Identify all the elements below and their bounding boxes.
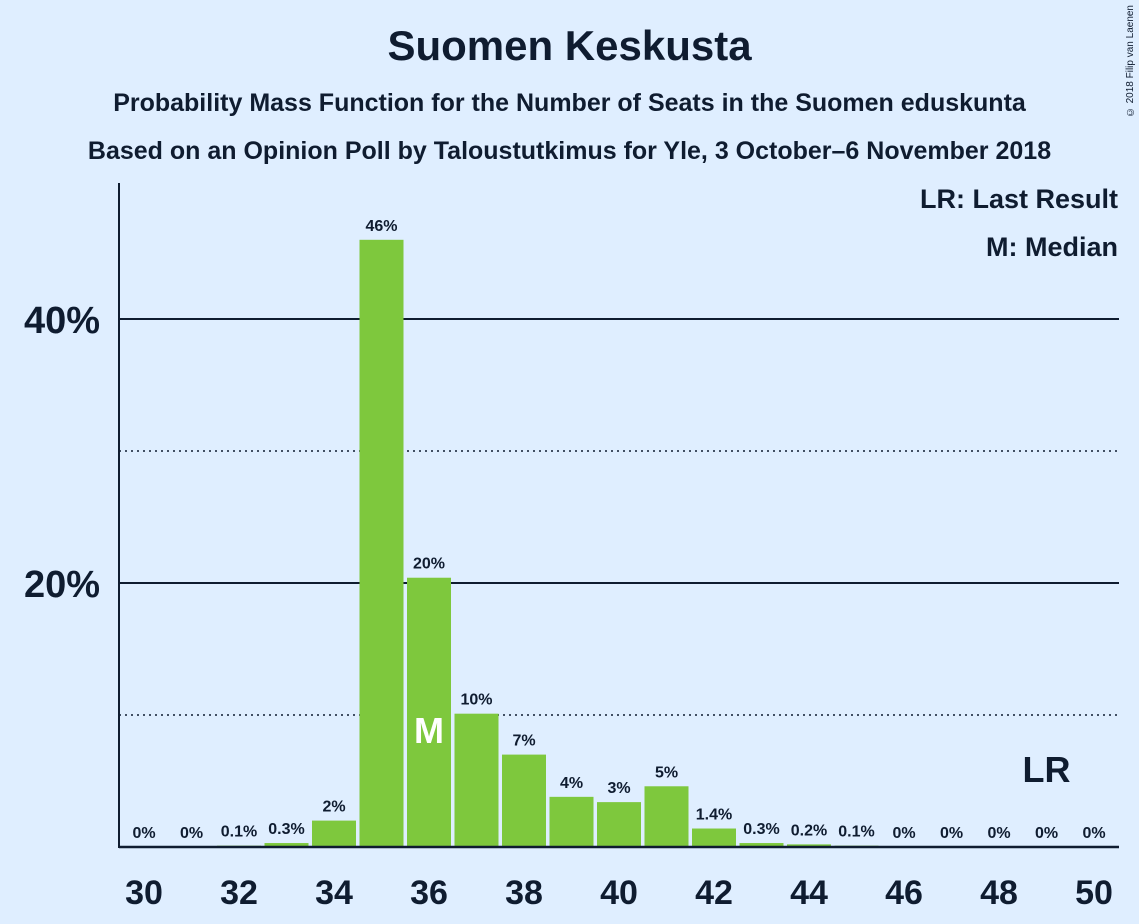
data-label: 46% [365, 218, 397, 235]
bar-seats-41 [644, 786, 689, 847]
data-label: 0% [180, 825, 203, 842]
data-label: 0.3% [743, 821, 779, 838]
bar-seats-35 [359, 239, 404, 848]
y-tick-label: 40% [24, 300, 100, 342]
last-result-marker: LR [1023, 749, 1071, 790]
data-label: 7% [512, 733, 535, 750]
chart-title: Suomen Keskusta [387, 22, 752, 69]
x-tick-label: 48 [980, 874, 1018, 912]
chart-source-note: Based on an Opinion Poll by Taloustutkim… [87, 137, 1052, 165]
bar-seats-36 [407, 577, 451, 847]
x-tick-label: 32 [220, 874, 258, 912]
data-label: 0.3% [268, 821, 304, 838]
bar-seats-33 [264, 843, 309, 847]
x-tick-label: 30 [125, 874, 163, 912]
bar-seats-37 [454, 713, 499, 847]
x-tick-label: 42 [695, 874, 733, 912]
data-label: 20% [413, 556, 445, 573]
y-tick-label: 20% [24, 564, 100, 606]
data-label: 1.4% [696, 807, 732, 824]
chart-subtitle: Probability Mass Function for the Number… [113, 89, 1026, 117]
legend-last-result: LR: Last Result [919, 184, 1118, 214]
bar-seats-40 [597, 802, 641, 847]
data-label: 0% [1082, 825, 1105, 842]
legend-median: M: Median [986, 232, 1118, 262]
data-label: 0% [987, 825, 1010, 842]
bar-seats-43 [739, 843, 784, 847]
data-label: 2% [322, 799, 345, 816]
median-marker: M [414, 710, 444, 751]
data-label: 0.1% [221, 824, 257, 841]
data-label: 0.2% [791, 822, 827, 839]
data-label: 0% [940, 825, 963, 842]
x-tick-label: 34 [315, 874, 353, 912]
data-label: 0% [132, 825, 155, 842]
x-tick-label: 38 [505, 874, 543, 912]
bar-seats-39 [549, 796, 594, 847]
bar-seats-34 [312, 820, 356, 847]
data-label: 0% [1035, 825, 1058, 842]
x-tick-label: 36 [410, 874, 448, 912]
bar-seats-44 [787, 844, 831, 847]
x-tick-label: 40 [600, 874, 638, 912]
x-tick-label: 50 [1075, 874, 1113, 912]
x-tick-label: 44 [790, 874, 828, 912]
data-label: 3% [607, 780, 630, 797]
bar-seats-42 [692, 828, 736, 847]
bar-seats-38 [502, 754, 546, 847]
data-label: 4% [560, 775, 583, 792]
x-tick-label: 46 [885, 874, 923, 912]
data-label: 0% [892, 825, 915, 842]
data-label: 5% [655, 764, 678, 781]
data-label: 10% [460, 692, 492, 709]
data-label: 0.1% [838, 824, 874, 841]
